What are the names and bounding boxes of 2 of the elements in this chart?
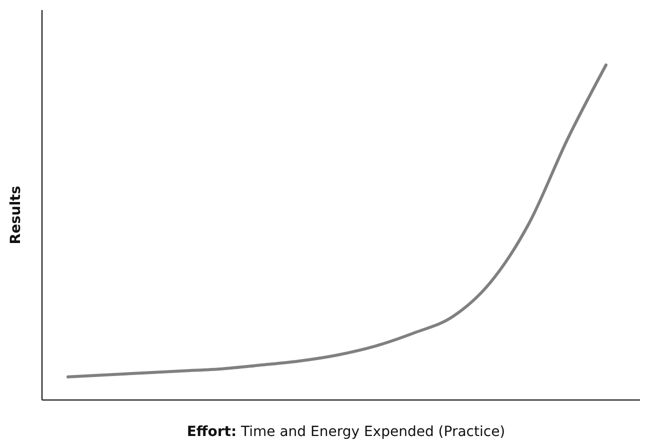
x-axis-title: Effort: Time and Energy Expended (Practice) <box>186 424 506 440</box>
y-axis-title: Results <box>8 186 24 244</box>
